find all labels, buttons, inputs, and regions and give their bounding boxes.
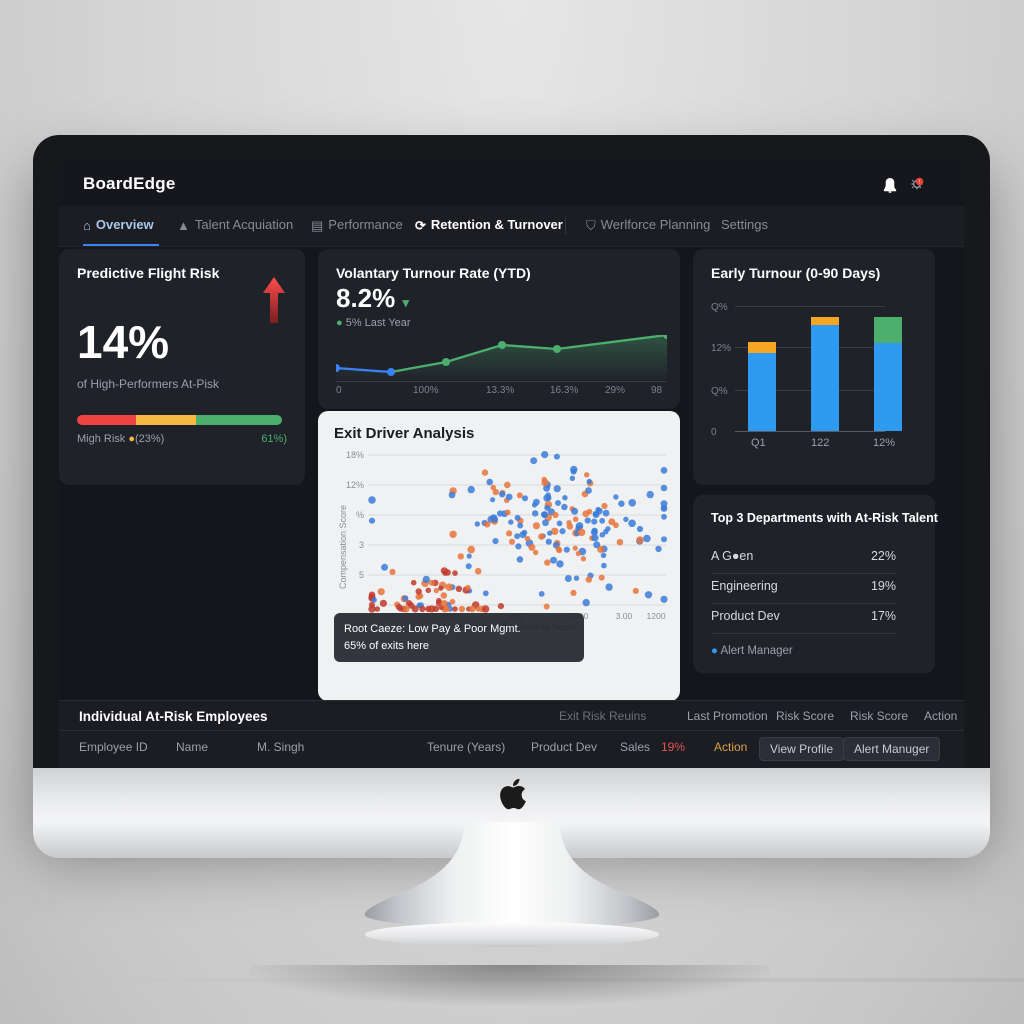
svg-text:%: %: [356, 510, 364, 520]
svg-text:1200: 1200: [647, 611, 666, 621]
svg-text:18%: 18%: [346, 450, 364, 460]
svg-text:12%: 12%: [346, 480, 364, 490]
svg-text:3: 3: [359, 540, 364, 550]
svg-text:5: 5: [359, 570, 364, 580]
svg-text:3.00: 3.00: [616, 611, 633, 621]
svg-text:Compensation Score: Compensation Score: [338, 505, 348, 589]
